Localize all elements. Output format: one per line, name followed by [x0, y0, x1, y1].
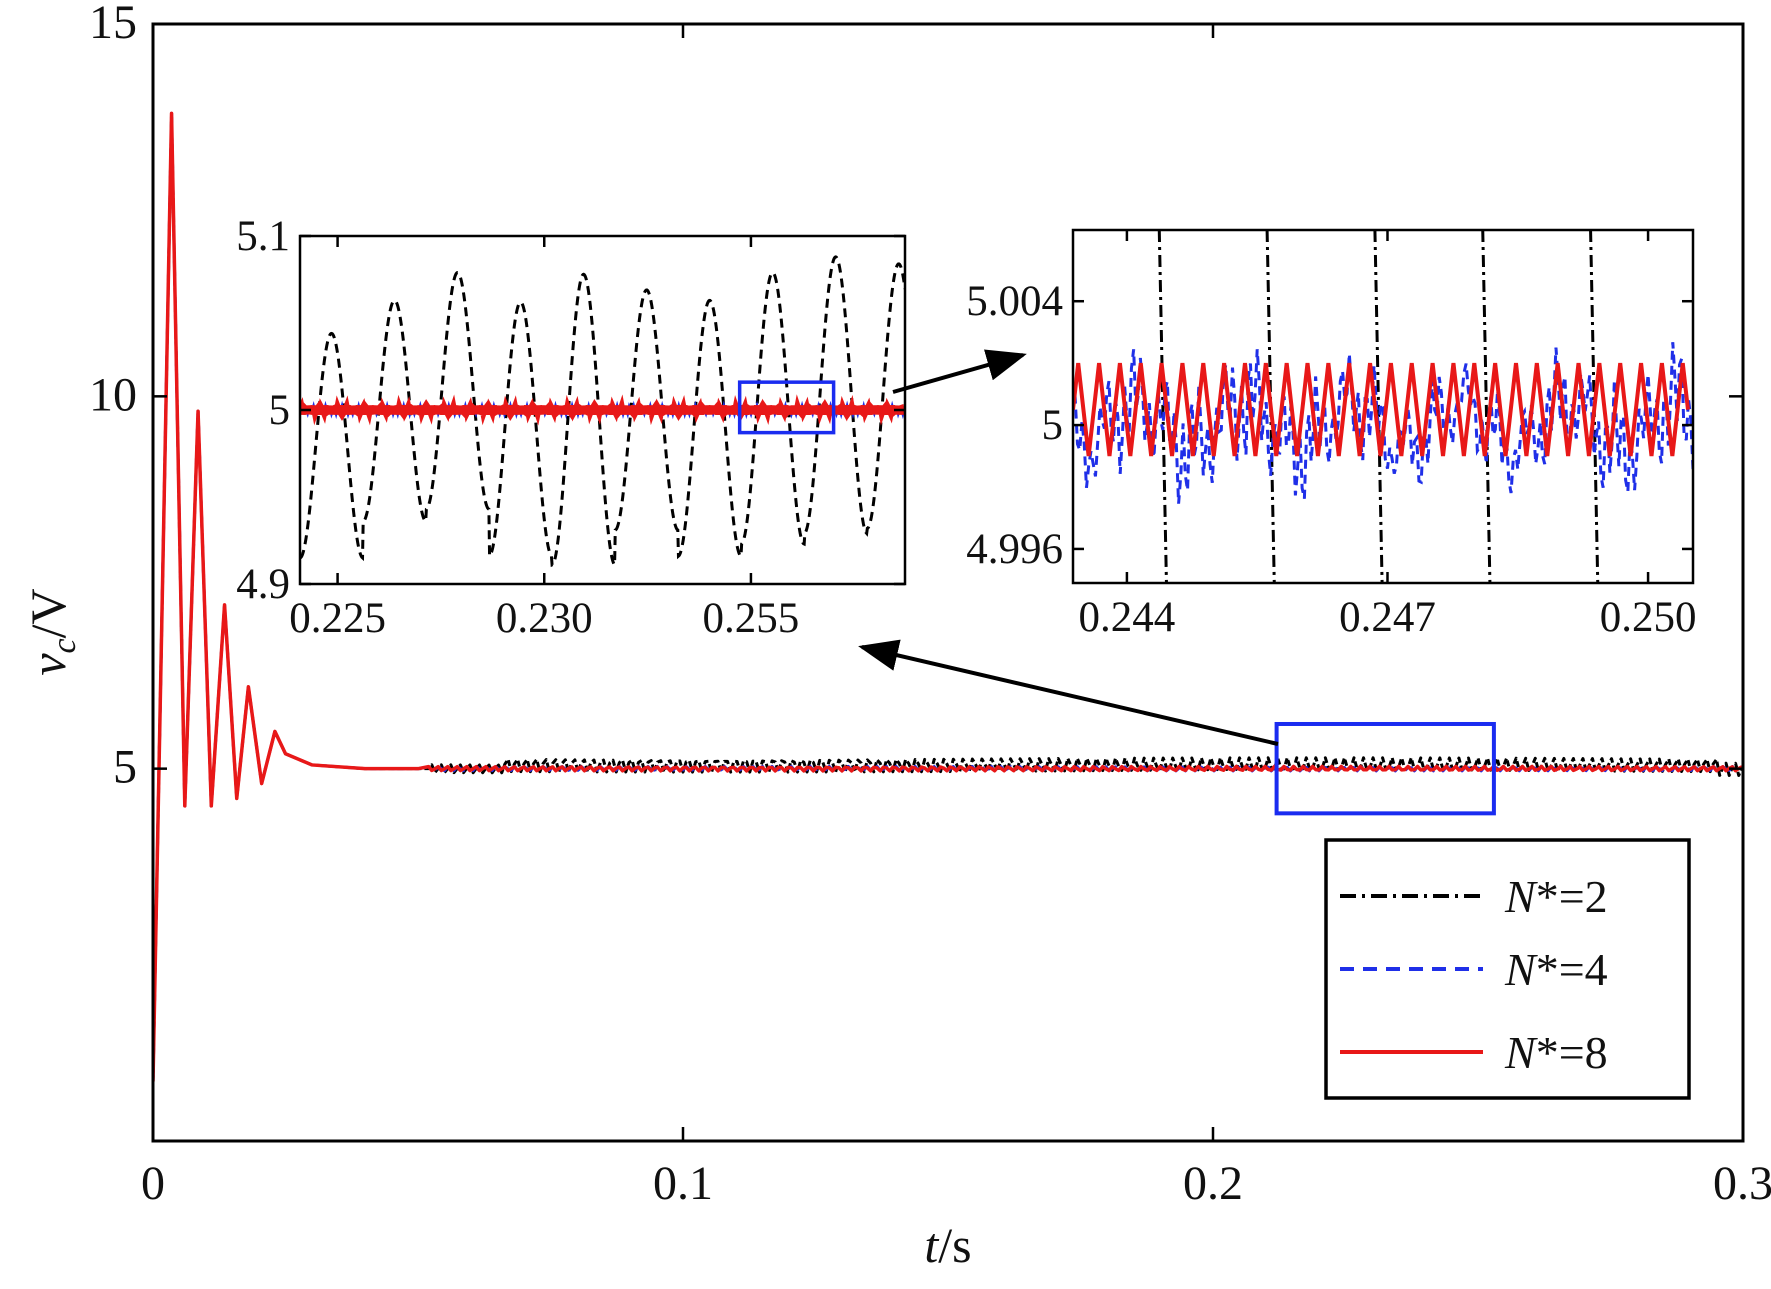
- legend-label-n8: N*=8: [1504, 1027, 1608, 1078]
- main-series-N-8: [153, 111, 1743, 1082]
- main-x-tick-label: 0: [141, 1157, 165, 1210]
- inset-1-series-N-8: [300, 394, 905, 426]
- inset-2-x-tick-label: 0.250: [1600, 594, 1697, 641]
- inset-1-x-tick-label: 0.230: [496, 595, 593, 642]
- inset-2-y-tick-label: 5: [1042, 402, 1064, 449]
- inset-2-series-n2-segment: [1157, 230, 1168, 583]
- main-y-tick-label: 10: [89, 368, 137, 421]
- inset-plot-1: 0.225 0.230 0.255 4.9 5 5.1: [236, 213, 907, 642]
- main-y-tick-label: 15: [89, 0, 137, 49]
- inset-1-x-tick-label: 0.255: [703, 595, 800, 642]
- inset-1-zoom-box: [737, 380, 836, 435]
- inset-2-y-tick-label: 4.996: [966, 526, 1063, 573]
- inset-2-y-tick-label: 5.004: [966, 278, 1063, 325]
- inset-1-y-tick-label: 5: [269, 387, 291, 434]
- x-axis-label: t/s: [924, 1217, 971, 1273]
- inset-1-series-n2: [300, 255, 905, 569]
- main-y-tick-label: 5: [113, 741, 137, 794]
- legend-entry-3: N*=8: [1340, 1027, 1608, 1078]
- inset-2-series-n2-segment: [1373, 230, 1384, 583]
- legend-label-n2: N*=2: [1504, 871, 1608, 922]
- main-zoom-box: [1274, 721, 1496, 816]
- legend: N*=2 N*=4 N*=8: [1324, 838, 1691, 1100]
- inset-2-series-n2-segment: [1481, 230, 1492, 583]
- main-plot: 0 0.1 0.2 0.3 5 10 15 t/s vc/V: [20, 0, 1771, 1273]
- inset-2-series-n4: [1073, 342, 1693, 504]
- svg-text:vc/V: vc/V: [20, 588, 83, 675]
- main-x-tick-label: 0.3: [1713, 1157, 1771, 1210]
- inset-2-frame: [1071, 228, 1695, 585]
- inset-2-x-tick-label: 0.247: [1339, 594, 1436, 641]
- inset-2-series-n8: [1073, 362, 1690, 457]
- main-x-tick-label: 0.2: [1183, 1157, 1243, 1210]
- inset-plot-2: 0.244 0.247 0.250 4.996 5 5.004: [966, 228, 1697, 641]
- arrow-to-inset-2: [892, 349, 1027, 394]
- y-axis-label: vc/V: [20, 588, 83, 675]
- inset-2-x-tick-label: 0.244: [1079, 594, 1176, 641]
- inset-1-x-tick-label: 0.225: [289, 595, 386, 642]
- legend-label-n4: N*=4: [1504, 944, 1608, 995]
- arrow-to-inset-1: [858, 639, 1279, 746]
- legend-entry-1: N*=2: [1340, 871, 1608, 922]
- main-x-tick-label: 0.1: [653, 1157, 713, 1210]
- legend-entry-2: N*=4: [1340, 944, 1608, 995]
- main-plot-frame: [151, 22, 1745, 1143]
- inset-1-y-tick-label: 5.1: [236, 213, 290, 260]
- inset-1-y-tick-label: 4.9: [236, 561, 290, 608]
